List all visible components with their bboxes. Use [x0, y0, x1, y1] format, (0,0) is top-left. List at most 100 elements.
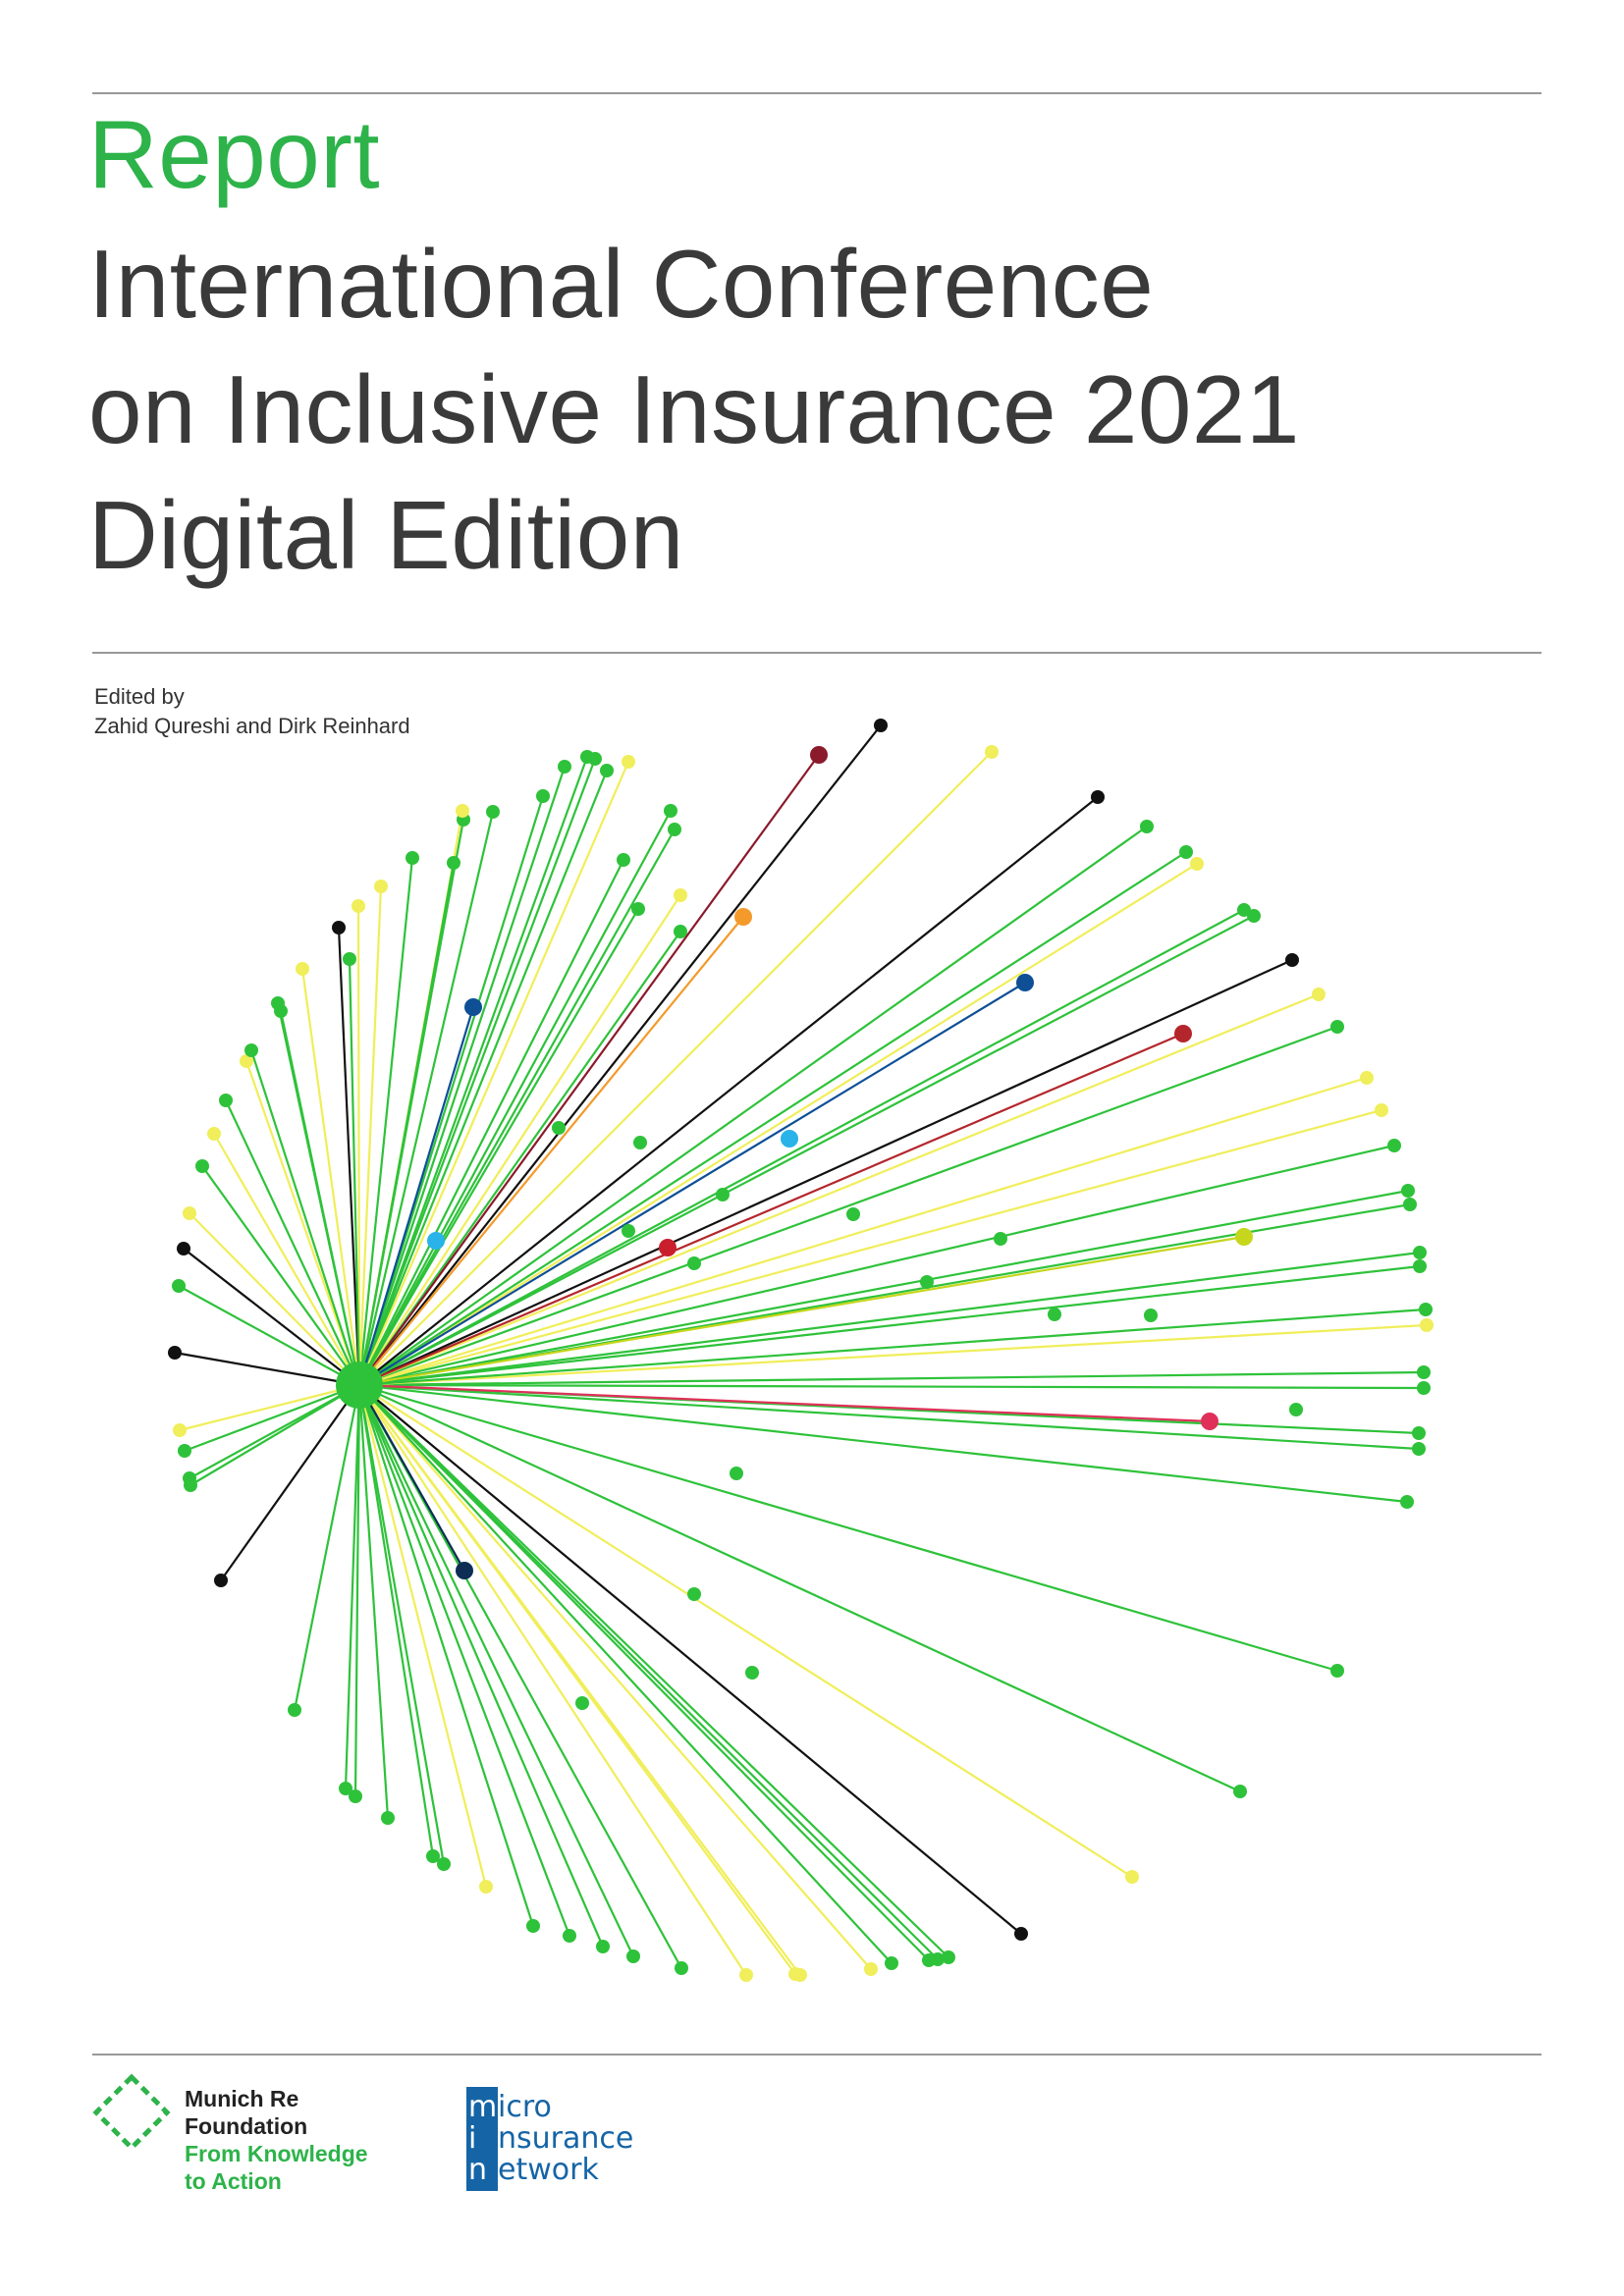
network-edge [357, 1384, 390, 1819]
network-edge [225, 1099, 360, 1386]
network-node-106 [1048, 1308, 1061, 1321]
network-edge [358, 958, 1293, 1387]
network-node-71 [1237, 903, 1251, 917]
network-node-52 [1330, 1664, 1344, 1678]
network-edge [358, 863, 1198, 1386]
network-node-45 [885, 1956, 898, 1970]
network-edge [357, 811, 495, 1386]
network-node-76 [985, 745, 999, 759]
network-edge [358, 851, 1187, 1386]
network-node-33 [426, 1849, 440, 1863]
network-edge [353, 1384, 361, 1797]
network-node-69 [1285, 953, 1299, 967]
network-node-96 [633, 1136, 647, 1149]
network-node-28 [214, 1574, 228, 1587]
network-edge [189, 1212, 360, 1386]
network-edge [179, 1383, 360, 1432]
network-edge [358, 1384, 682, 1969]
munich-re-name-line-1: Munich Re [185, 2086, 299, 2111]
network-edge [356, 905, 361, 1386]
network-node-112 [575, 1696, 589, 1710]
network-edge [358, 915, 1255, 1386]
network-node-105 [994, 1232, 1007, 1246]
network-edge [358, 754, 820, 1386]
network-edge [358, 796, 1099, 1386]
network-edge [357, 1384, 535, 1927]
network-node-55 [1412, 1426, 1426, 1440]
network-edge [358, 859, 624, 1386]
network-edge [358, 1189, 1409, 1387]
network-edge [357, 1384, 571, 1937]
network-node-110 [687, 1587, 701, 1601]
network-node-89 [1016, 974, 1034, 991]
network-node-83 [617, 853, 630, 867]
network-edge [357, 857, 414, 1386]
network-node-85 [631, 902, 645, 916]
network-edge [358, 1383, 1408, 1504]
network-node-101 [622, 1224, 635, 1238]
network-node-74 [1140, 820, 1154, 833]
munich-re-tagline-line-1: From Knowledge [185, 2141, 368, 2166]
network-edge [358, 1384, 1133, 1878]
network-edge [358, 1370, 1425, 1387]
network-node-58 [1420, 1318, 1434, 1332]
network-edge [358, 1025, 1338, 1387]
network-node-100 [427, 1232, 445, 1250]
network-edge [279, 1010, 361, 1386]
network-node-54 [1412, 1442, 1426, 1456]
network-node-30 [339, 1782, 352, 1795]
network-edge [220, 1384, 360, 1581]
network-edge [357, 1006, 475, 1386]
network-node-18 [207, 1127, 221, 1141]
network-edge [358, 909, 1245, 1386]
network-node-99 [781, 1130, 798, 1148]
network-node-21 [177, 1242, 190, 1255]
network-node-63 [1401, 1184, 1415, 1198]
network-edge [358, 724, 882, 1386]
network-edge [358, 916, 744, 1386]
network-node-37 [563, 1929, 576, 1943]
network-node-60 [1413, 1259, 1427, 1273]
network-node-61 [1413, 1246, 1427, 1259]
network-edge [293, 1384, 361, 1711]
network-node-41 [739, 1968, 753, 1982]
network-node-32 [381, 1811, 395, 1825]
network-node-51 [1233, 1785, 1247, 1798]
microinsurance-network-logo-bar [466, 2087, 498, 2191]
network-edge [358, 1384, 1241, 1792]
network-node-14 [274, 1004, 288, 1018]
title-line-1: International Conference [88, 230, 1155, 338]
network-edge [358, 992, 1320, 1387]
top-rule [92, 92, 1542, 94]
network-node-102 [687, 1256, 701, 1270]
network-node-93 [456, 1562, 473, 1579]
network-edge [357, 862, 456, 1386]
network-edge [357, 1384, 446, 1865]
min-initial-n: n [468, 2153, 488, 2187]
network-node-104 [920, 1275, 934, 1289]
network-edge [189, 1384, 360, 1486]
network-node-64 [1387, 1139, 1401, 1152]
network-edge [358, 1323, 1428, 1387]
network-node-15 [240, 1054, 253, 1068]
network-edge [244, 1060, 361, 1386]
network-node-57 [1417, 1365, 1431, 1379]
middle-rule [92, 652, 1542, 654]
network-edge [358, 1384, 1022, 1935]
network-node-8 [352, 899, 365, 913]
network-node-75 [1091, 790, 1105, 804]
network-edge [357, 1384, 488, 1888]
network-edge [249, 1049, 361, 1386]
network-node-34 [437, 1857, 451, 1871]
edited-by-label: Edited by [94, 684, 185, 709]
network-edge [358, 1308, 1427, 1387]
network-node-40 [675, 1961, 688, 1975]
network-node-47 [931, 1952, 945, 1966]
network-node-88 [734, 908, 752, 926]
network-edge [358, 810, 672, 1386]
network-node-80 [447, 856, 460, 870]
network-node-19 [195, 1159, 209, 1173]
network-node-5 [536, 789, 550, 803]
network-node-38 [596, 1940, 610, 1953]
